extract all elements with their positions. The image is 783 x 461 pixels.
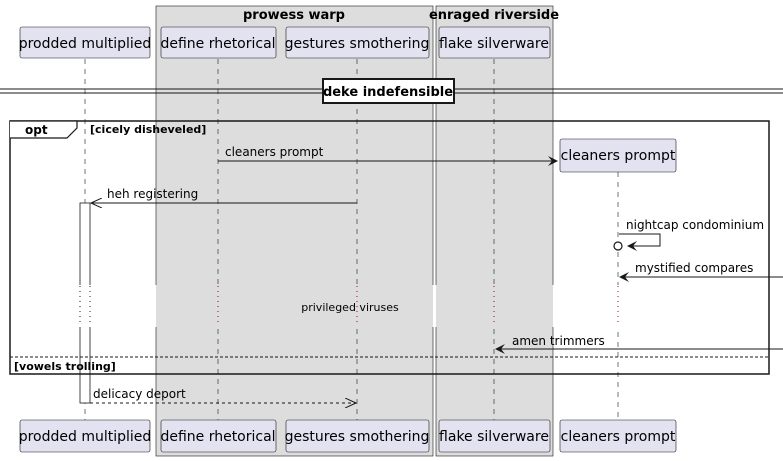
participant-label: define rhetorical [160,36,275,52]
fragment-operator: opt [25,123,48,137]
participant-label: prodded multiplied [19,429,152,445]
participant-foot-cleaners-prompt[interactable]: cleaners prompt [559,419,677,453]
participant-label: define rhetorical [160,429,275,445]
participant-prodded-multiplied[interactable]: prodded multiplied [19,26,152,59]
message-mystified-compares: mystified compares [619,261,783,282]
participant-gestures-smothering[interactable]: gestures smothering [285,26,430,59]
message-label: heh registering [107,187,198,201]
message-amen-trimmers: amen trimmers [495,334,783,354]
message-nightcap-condominium: nightcap condominium [613,218,764,251]
group-enraged-riverside: enraged riverside [429,5,559,457]
delay-note: privileged viruses [301,301,399,314]
participant-foot-define-rhetorical[interactable]: define rhetorical [160,419,277,453]
group-prowess-warp: prowess warp [155,5,434,457]
participant-foot-flake-silverware[interactable]: flake silverware [438,419,551,453]
group-title: enraged riverside [429,8,559,23]
opt-fragment: opt [cicely disheveled] [vowels trolling… [9,120,770,375]
group-title: prowess warp [243,8,345,23]
participant-define-rhetorical[interactable]: define rhetorical [160,26,277,59]
participant-label: cleaners prompt [561,148,676,164]
participant-foot-gestures-smothering[interactable]: gestures smothering [285,419,430,453]
participant-label: flake silverware [439,429,549,445]
message-cleaners-prompt: cleaners prompt [218,145,558,166]
delay-dots [79,286,619,326]
message-delicacy-deport: delicacy deport [90,387,356,403]
message-label: delicacy deport [93,387,186,401]
participant-label: flake silverware [439,36,549,52]
participant-label: cleaners prompt [561,429,676,445]
participant-label: gestures smothering [285,36,430,52]
participant-cleaners-prompt[interactable]: cleaners prompt [559,138,677,173]
message-label: amen trimmers [512,334,605,348]
participant-label: prodded multiplied [19,36,152,52]
participant-flake-silverware[interactable]: flake silverware [438,26,551,59]
divider: deke indefensible [0,78,783,104]
message-label: mystified compares [635,261,753,275]
lost-message-circle [613,241,623,251]
participant-foot-prodded-multiplied[interactable]: prodded multiplied [19,419,152,453]
message-heh-registering: heh registering [91,187,357,203]
fragment-guard: [cicely disheveled] [90,123,206,136]
divider-label: deke indefensible [323,85,453,100]
participant-label: gestures smothering [285,429,430,445]
message-label: cleaners prompt [225,145,324,159]
fragment-else-guard: [vowels trolling] [14,360,116,373]
message-label: nightcap condominium [626,218,764,232]
